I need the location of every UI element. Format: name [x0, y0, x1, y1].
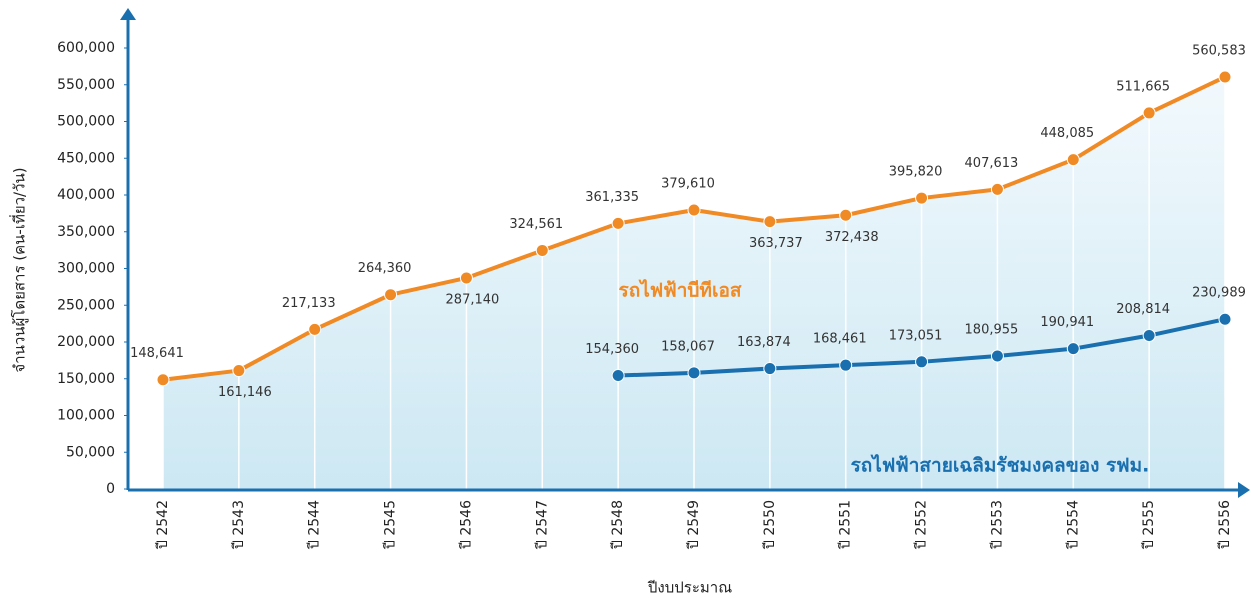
x-tick-label: ปี 2545 [383, 500, 399, 549]
series-name: รถไฟฟ้าบีทีเอส [619, 279, 742, 302]
point [1218, 312, 1232, 326]
point [535, 243, 549, 257]
point [839, 208, 853, 222]
data-label: 372,438 [825, 230, 879, 245]
data-label: 264,360 [358, 261, 412, 276]
point [839, 358, 853, 372]
y-tick-label: 450,000 [57, 150, 115, 166]
point [1142, 106, 1156, 120]
data-label: 154,360 [585, 342, 639, 357]
data-label: 190,941 [1040, 315, 1094, 330]
y-axis-label: จำนวนผู้โดยสาร (คน-เที่ยว/วัน) [9, 167, 29, 372]
data-label: 511,665 [1116, 79, 1170, 94]
y-tick-label: 50,000 [66, 444, 115, 460]
point [308, 322, 322, 336]
data-label: 361,335 [585, 190, 639, 205]
x-tick-label: ปี 2542 [155, 500, 171, 549]
point [384, 288, 398, 302]
data-label: 173,051 [889, 328, 943, 343]
y-tick-label: 550,000 [57, 77, 115, 93]
point [1218, 70, 1232, 84]
x-tick-label: ปี 2555 [1141, 500, 1157, 549]
y-tick-label: 250,000 [57, 297, 115, 313]
x-axis-arrow [1238, 482, 1250, 498]
data-label: 163,874 [737, 335, 791, 350]
data-label: 407,613 [965, 156, 1019, 171]
point [990, 182, 1004, 196]
x-tick-label: ปี 2547 [534, 500, 550, 549]
data-label: 560,583 [1192, 43, 1246, 58]
data-label: 324,561 [509, 217, 563, 232]
data-label: 161,146 [218, 385, 272, 400]
x-tick-label: ปี 2552 [914, 500, 930, 549]
data-label: 363,737 [749, 236, 803, 251]
data-label: 217,133 [282, 296, 336, 311]
point [763, 362, 777, 376]
point [915, 355, 929, 369]
data-label: 208,814 [1116, 302, 1170, 317]
data-label: 158,067 [661, 339, 715, 354]
x-tick-label: ปี 2554 [1065, 500, 1081, 550]
point [611, 216, 625, 230]
point [1066, 342, 1080, 356]
x-tick-label: ปี 2556 [1217, 500, 1233, 550]
point [232, 364, 246, 378]
point [687, 203, 701, 217]
y-tick-label: 200,000 [57, 334, 115, 350]
x-tick-label: ปี 2544 [307, 500, 323, 550]
series-name: รถไฟฟ้าสายเฉลิมรัชมงคลของ รฟม. [851, 454, 1150, 477]
data-label: 230,989 [1192, 286, 1246, 301]
data-label: 180,955 [965, 322, 1019, 337]
x-tick-label: ปี 2553 [989, 500, 1005, 549]
data-label: 395,820 [889, 165, 943, 180]
x-tick-label: ปี 2546 [458, 500, 474, 550]
point [915, 191, 929, 205]
x-tick-label: ปี 2543 [231, 500, 247, 549]
y-tick-label: 600,000 [57, 40, 115, 56]
point [687, 366, 701, 380]
x-tick-label: ปี 2549 [686, 500, 702, 549]
point [763, 215, 777, 229]
background-layer [162, 76, 1226, 489]
data-label: 168,461 [813, 332, 867, 347]
x-axis-label: ปีงบประมาณ [647, 579, 732, 597]
y-tick-label: 400,000 [57, 187, 115, 203]
x-tick-label: ปี 2548 [610, 500, 626, 549]
y-tick-label: 500,000 [57, 114, 115, 130]
data-label: 148,641 [130, 346, 184, 361]
point [459, 271, 473, 285]
data-label: 448,085 [1040, 126, 1094, 141]
y-tick-label: 350,000 [57, 224, 115, 240]
point [990, 349, 1004, 363]
x-tick-label: ปี 2550 [762, 500, 778, 549]
y-tick-label: 300,000 [57, 261, 115, 277]
y-axis-arrow [120, 8, 136, 20]
point [156, 373, 170, 387]
point [611, 369, 625, 383]
y-tick-label: 0 [106, 481, 115, 497]
y-tick-label: 100,000 [57, 408, 115, 424]
point [1142, 329, 1156, 343]
y-tick-label: 150,000 [57, 371, 115, 387]
data-label: 379,610 [661, 176, 715, 191]
x-tick-label: ปี 2551 [838, 500, 854, 549]
point [1066, 153, 1080, 167]
data-label: 287,140 [446, 292, 500, 307]
